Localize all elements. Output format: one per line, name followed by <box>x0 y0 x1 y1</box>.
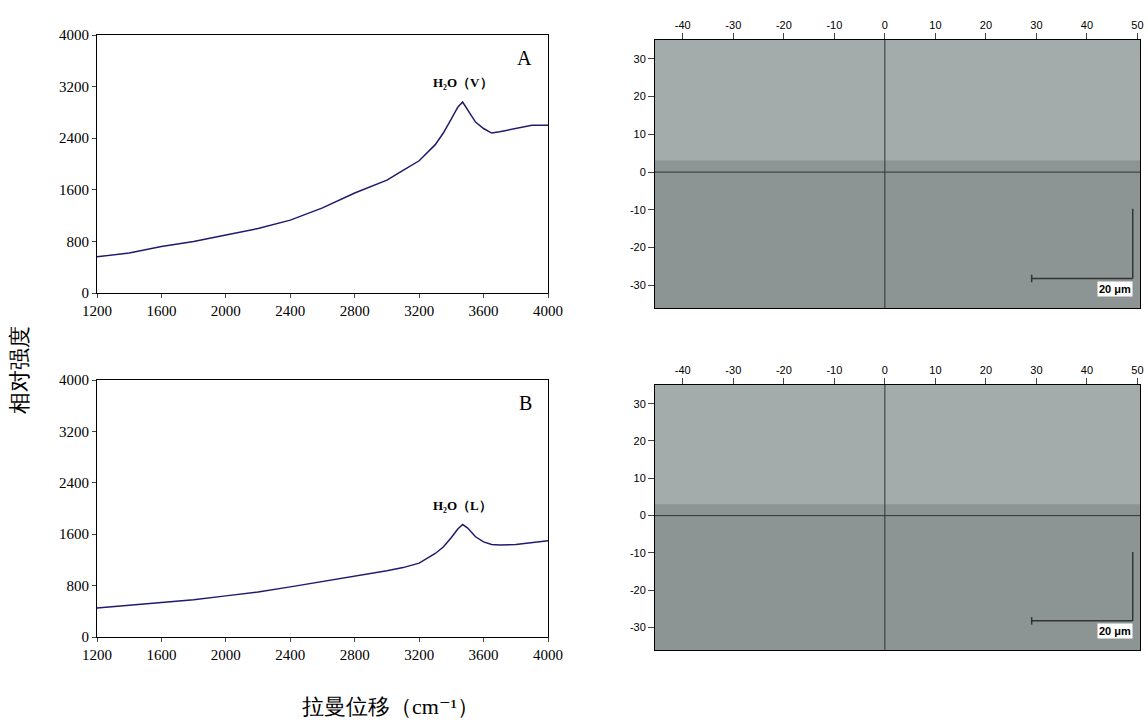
svg-text:-10: -10 <box>826 19 842 31</box>
svg-text:-20: -20 <box>776 19 792 31</box>
svg-text:H₂O（L）: H₂O（L） <box>433 498 492 513</box>
svg-text:-30: -30 <box>725 19 741 31</box>
svg-text:1200: 1200 <box>82 647 112 663</box>
svg-text:0: 0 <box>640 166 646 178</box>
svg-text:10: 10 <box>634 472 646 484</box>
svg-text:10: 10 <box>929 19 941 31</box>
svg-text:50: 50 <box>1131 364 1143 376</box>
svg-text:4000: 4000 <box>59 372 89 388</box>
svg-text:30: 30 <box>1030 19 1042 31</box>
svg-text:-20: -20 <box>630 584 646 596</box>
svg-text:0: 0 <box>82 285 90 301</box>
svg-text:40: 40 <box>1081 364 1093 376</box>
svg-text:50: 50 <box>1131 19 1143 31</box>
svg-text:1600: 1600 <box>146 303 176 319</box>
svg-text:10: 10 <box>929 364 941 376</box>
svg-text:30: 30 <box>634 53 646 65</box>
svg-text:-10: -10 <box>630 204 646 216</box>
svg-text:4000: 4000 <box>59 27 89 43</box>
svg-text:800: 800 <box>67 234 90 250</box>
svg-text:-10: -10 <box>826 364 842 376</box>
svg-text:2000: 2000 <box>211 647 241 663</box>
svg-text:B: B <box>519 392 532 414</box>
svg-text:30: 30 <box>1030 364 1042 376</box>
svg-text:-20: -20 <box>630 241 646 253</box>
svg-text:20: 20 <box>634 435 646 447</box>
svg-text:20 μm: 20 μm <box>1099 625 1131 637</box>
svg-text:2800: 2800 <box>340 647 370 663</box>
svg-text:-10: -10 <box>630 547 646 559</box>
svg-text:2400: 2400 <box>59 475 89 491</box>
svg-text:40: 40 <box>1081 19 1093 31</box>
svg-text:-20: -20 <box>776 364 792 376</box>
svg-text:3200: 3200 <box>404 303 434 319</box>
svg-text:10: 10 <box>634 128 646 140</box>
svg-text:-30: -30 <box>630 279 646 291</box>
svg-text:2400: 2400 <box>59 130 89 146</box>
svg-text:20: 20 <box>634 90 646 102</box>
svg-text:2400: 2400 <box>275 303 305 319</box>
svg-text:800: 800 <box>67 578 90 594</box>
svg-text:3200: 3200 <box>59 424 89 440</box>
svg-text:拉曼位移（cm⁻¹）: 拉曼位移（cm⁻¹） <box>302 694 479 719</box>
svg-text:1600: 1600 <box>146 647 176 663</box>
svg-text:20: 20 <box>980 364 992 376</box>
svg-text:2000: 2000 <box>211 303 241 319</box>
svg-text:3600: 3600 <box>469 303 499 319</box>
svg-text:-30: -30 <box>725 364 741 376</box>
svg-text:3600: 3600 <box>469 647 499 663</box>
svg-text:20: 20 <box>980 19 992 31</box>
svg-text:相对强度: 相对强度 <box>7 326 32 414</box>
svg-text:-40: -40 <box>675 364 691 376</box>
svg-text:0: 0 <box>882 19 888 31</box>
svg-text:0: 0 <box>882 364 888 376</box>
svg-text:-30: -30 <box>630 621 646 633</box>
svg-text:A: A <box>517 47 532 69</box>
svg-text:1200: 1200 <box>82 303 112 319</box>
svg-text:-40: -40 <box>675 19 691 31</box>
svg-text:1600: 1600 <box>59 526 89 542</box>
svg-text:H₂O（V）: H₂O（V） <box>433 75 493 90</box>
svg-text:4000: 4000 <box>533 303 563 319</box>
svg-text:0: 0 <box>640 509 646 521</box>
svg-text:20 μm: 20 μm <box>1099 283 1131 295</box>
svg-text:2400: 2400 <box>275 647 305 663</box>
svg-text:4000: 4000 <box>533 647 563 663</box>
svg-text:3200: 3200 <box>404 647 434 663</box>
svg-text:3200: 3200 <box>59 79 89 95</box>
svg-text:1600: 1600 <box>59 182 89 198</box>
svg-text:30: 30 <box>634 398 646 410</box>
svg-text:2800: 2800 <box>340 303 370 319</box>
svg-text:0: 0 <box>82 629 90 645</box>
